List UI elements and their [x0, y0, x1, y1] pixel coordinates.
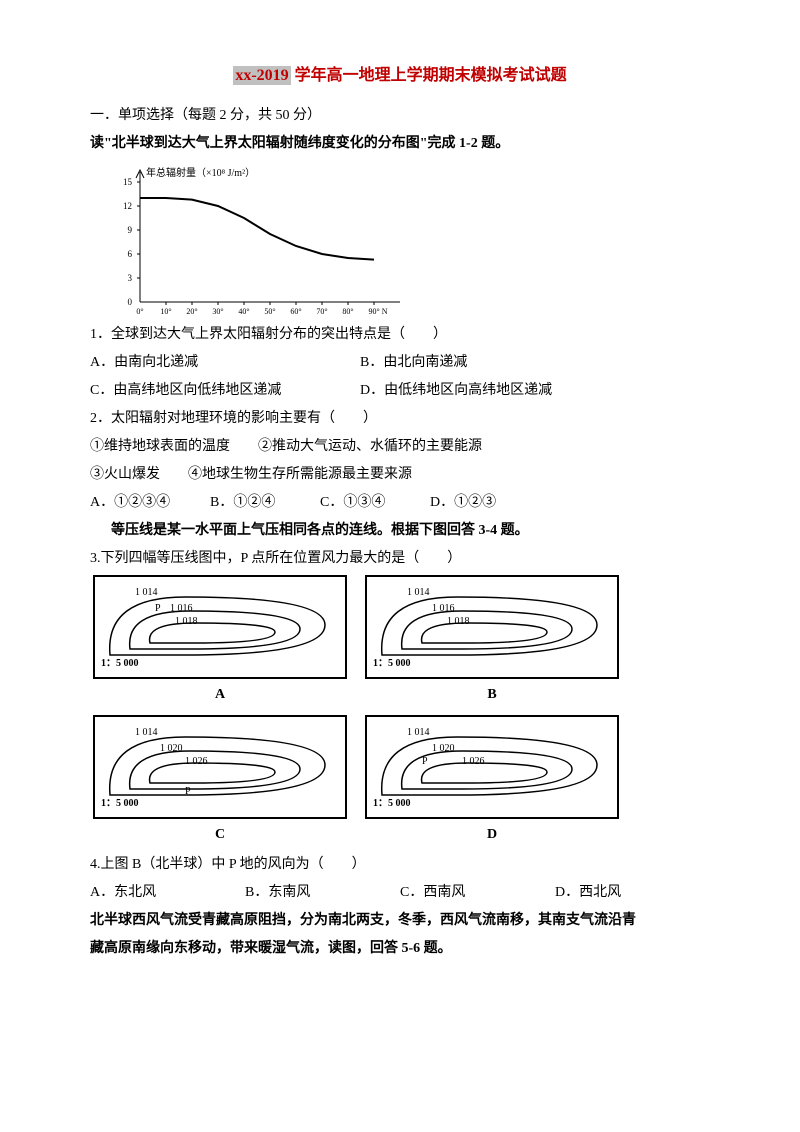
question-3: 3.下列四幅等压线图中，P 点所在位置风力最大的是（ ） [90, 545, 710, 573]
exam-title: xx-2019 学年高一地理上学期期末模拟考试试题 [90, 60, 710, 92]
ytick-5: 15 [123, 177, 133, 187]
q1-opt-c: C．由高纬地区向低纬地区递减 [90, 377, 360, 405]
a-p: P [155, 599, 161, 619]
d-p: P [422, 752, 428, 772]
intro-3a: 北半球西风气流受青藏高原阻挡，分为南北两支，冬季，西风气流南移，其南支气流沿青 [90, 907, 710, 935]
a-inner: 1 018 [175, 612, 198, 632]
q1-row1: A．由南向北递减 B．由北向南递减 [90, 349, 710, 377]
intro-2: 等压线是某一水平面上气压相同各点的连线。根据下图回答 3-4 题。 [90, 517, 710, 545]
ytick-2: 6 [128, 249, 133, 259]
q2-opt-a: A．①②③④ [90, 489, 210, 517]
q4-opt-c: C．西南风 [400, 879, 555, 907]
contour-a: 1 014 P 1 016 1 018 1：5 000 A [90, 575, 350, 709]
b-scale: 1：5 000 [373, 654, 411, 674]
a-scale: 1：5 000 [101, 654, 139, 674]
xtick-7: 70° [316, 307, 327, 316]
q2-line1: ①维持地球表面的温度 ②推动大气运动、水循环的主要能源 [90, 433, 710, 461]
intro-3b: 藏高原南缘向东移动，带来暖湿气流，读图，回答 5-6 题。 [90, 935, 710, 963]
d-inner: 1 026 [462, 752, 485, 772]
contour-d: 1 014 1 020 P 1 026 1：5 000 D [362, 715, 622, 849]
xtick-9: 90° N [369, 307, 388, 316]
contour-c: 1 014 1 020 1 026 P 1：5 000 C [90, 715, 350, 849]
q4-opt-b: B．东南风 [245, 879, 400, 907]
c-p: P [185, 782, 191, 802]
contour-figures: 1 014 P 1 016 1 018 1：5 000 A 1 014 1 01… [90, 575, 650, 849]
d-outer: 1 014 [407, 723, 430, 743]
ytick-3: 9 [128, 225, 133, 235]
title-rest: 学年高一地理上学期期末模拟考试试题 [291, 67, 567, 84]
b-inner: 1 018 [447, 612, 470, 632]
xtick-0: 0° [136, 307, 143, 316]
xtick-4: 40° [238, 307, 249, 316]
contour-b: 1 014 1 016 1 018 1：5 000 B [362, 575, 622, 709]
q4-opts: A．东北风 B．东南风 C．西南风 D．西北风 [90, 879, 710, 907]
xtick-3: 30° [212, 307, 223, 316]
radiation-chart: 0 3 6 9 12 15 0° 10° 20° 30° 40° 50° 60° [110, 162, 410, 317]
c-inner: 1 026 [185, 752, 208, 772]
a-label: A [215, 681, 225, 709]
ytick-1: 3 [128, 273, 133, 283]
q1-row2: C．由高纬地区向低纬地区递减 D．由低纬地区向高纬地区递减 [90, 377, 710, 405]
d-label: D [487, 821, 497, 849]
question-2: 2．太阳辐射对地理环境的影响主要有（ ） [90, 405, 710, 433]
section-1-heading: 一．单项选择（每题 2 分，共 50 分） [90, 102, 710, 130]
d-mid: 1 020 [432, 739, 455, 759]
intro-1: 读"北半球到达大气上界太阳辐射随纬度变化的分布图"完成 1-2 题。 [90, 130, 710, 158]
q2-opt-d: D．①②③ [430, 489, 496, 517]
question-1: 1．全球到达大气上界太阳辐射分布的突出特点是（ ） [90, 321, 710, 349]
c-outer: 1 014 [135, 723, 158, 743]
c-scale: 1：5 000 [101, 794, 139, 814]
q1-opt-a: A．由南向北递减 [90, 349, 360, 377]
xtick-6: 60° [290, 307, 301, 316]
title-prefix: xx-2019 [233, 66, 290, 85]
radiation-curve [140, 198, 374, 260]
c-label: C [215, 821, 225, 849]
q2-opt-b: B．①②④ [210, 489, 320, 517]
ytick-0: 0 [128, 297, 133, 307]
ytick-4: 12 [123, 201, 132, 211]
q4-opt-d: D．西北风 [555, 879, 621, 907]
q4-opt-a: A．东北风 [90, 879, 245, 907]
b-label: B [487, 681, 496, 709]
c-mid: 1 020 [160, 739, 183, 759]
question-4: 4.上图 B（北半球）中 P 地的风向为（ ） [90, 851, 710, 879]
xtick-8: 80° [342, 307, 353, 316]
xtick-5: 50° [264, 307, 275, 316]
q2-line2: ③火山爆发 ④地球生物生存所需能源最主要来源 [90, 461, 710, 489]
b-outer: 1 014 [407, 583, 430, 603]
q1-opt-d: D．由低纬地区向高纬地区递减 [360, 377, 552, 405]
d-scale: 1：5 000 [373, 794, 411, 814]
xtick-1: 10° [160, 307, 171, 316]
chart-ylabel: 年总辐射量（×10⁸ J/m²） [146, 166, 255, 179]
q1-opt-b: B．由北向南递减 [360, 349, 467, 377]
q2-opt-c: C．①③④ [320, 489, 430, 517]
q2-opts: A．①②③④ B．①②④ C．①③④ D．①②③ [90, 489, 710, 517]
xtick-2: 20° [186, 307, 197, 316]
